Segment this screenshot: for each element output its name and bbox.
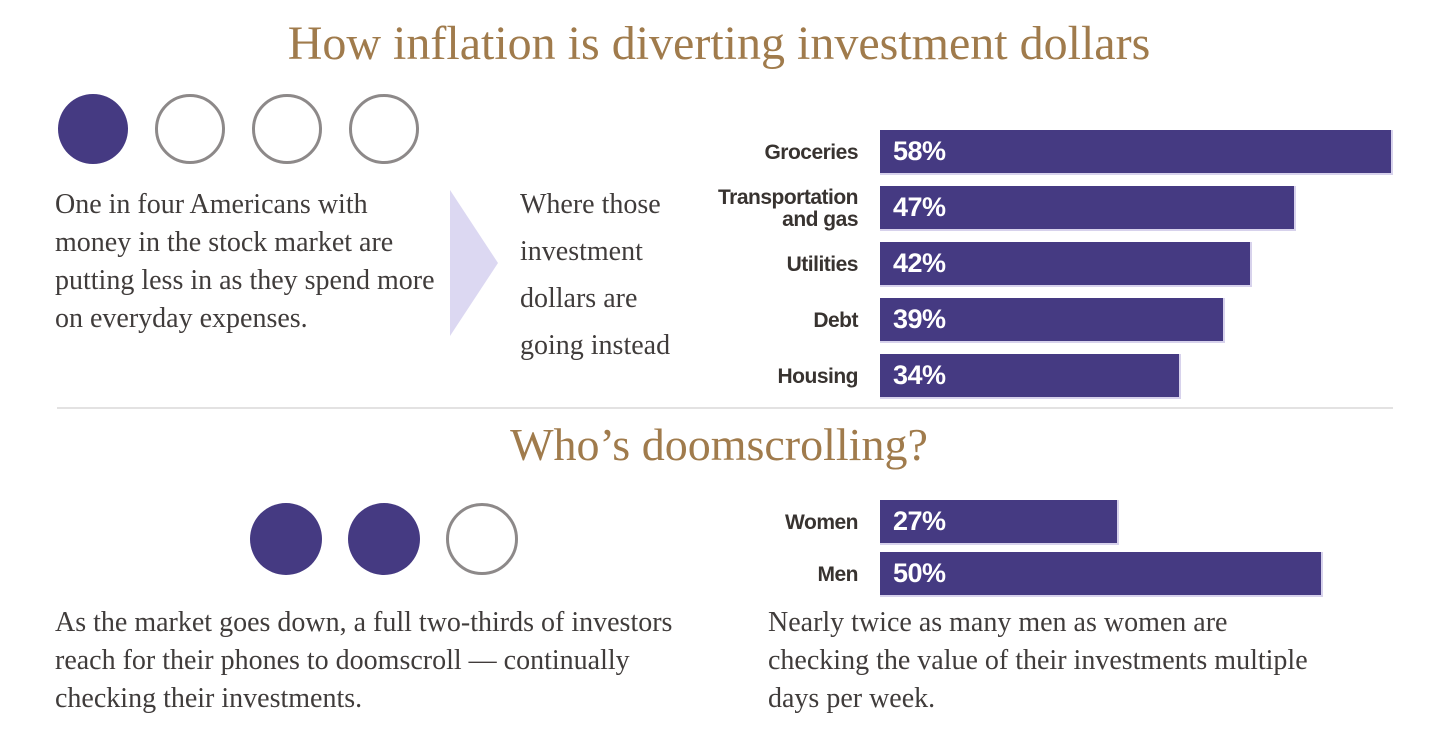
right-arrow-icon	[450, 190, 498, 336]
lead-in-line: investment	[520, 236, 643, 267]
section-divider	[57, 407, 1393, 409]
bar: 58%	[880, 130, 1393, 175]
investment-destinations-bar-chart: Groceries 58% Transportation and gas 47%…	[700, 130, 1393, 410]
bar-value-label: 58%	[893, 136, 946, 166]
bar-value-label: 42%	[893, 248, 946, 278]
chart-row: Women 27%	[700, 500, 1323, 545]
pictogram-circle-filled	[250, 503, 322, 575]
pictogram-circle-open	[155, 94, 225, 164]
caption-line: As the market goes down, a full two-thir…	[55, 607, 673, 638]
bar: 27%	[880, 500, 1119, 545]
lead-in-line: going instead	[520, 330, 671, 361]
caption-line: checking their investments.	[55, 683, 363, 714]
bar-value-label: 50%	[893, 558, 946, 588]
section2-title: Who’s doomscrolling?	[510, 419, 928, 470]
chart-row: Men 50%	[700, 552, 1323, 597]
lead-in-line: Where those	[520, 189, 661, 220]
section1-caption: One in four Americans with money in the …	[55, 189, 435, 334]
caption-line: checking the value of their investments …	[768, 645, 1308, 676]
bar-value-label: 27%	[893, 506, 946, 536]
bar: 39%	[880, 298, 1225, 343]
section2-right-caption: Nearly twice as many men as women are ch…	[768, 604, 1388, 718]
chart-row: Utilities 42%	[700, 242, 1393, 287]
pictogram-one-in-four	[58, 94, 446, 164]
pictogram-circle-open	[349, 94, 419, 164]
bar-value-label: 39%	[893, 304, 946, 334]
bar-value-label: 47%	[893, 192, 946, 222]
bar: 50%	[880, 552, 1323, 597]
lead-in-line: dollars are	[520, 283, 638, 314]
section2-caption: As the market goes down, a full two-thir…	[55, 604, 755, 718]
bar-category-label: Housing	[777, 364, 859, 388]
chart-row: Groceries 58%	[700, 130, 1393, 175]
pictogram-two-thirds	[250, 503, 544, 575]
caption-line: Nearly twice as many men as women are	[768, 607, 1228, 638]
bar: 34%	[880, 354, 1181, 399]
caption-line: days per week.	[768, 683, 936, 714]
chart-row: Transportation and gas 47%	[700, 186, 1393, 231]
pictogram-circle-filled	[348, 503, 420, 575]
caption-line: reach for their phones to doomscroll — c…	[55, 645, 630, 676]
chart1-lead-in-text: Where those investment dollars are going…	[520, 181, 705, 369]
doomscrolling-bar-chart: Women 27% Men 50%	[700, 500, 1323, 604]
bar: 47%	[880, 186, 1296, 231]
bar-category-label: Men	[817, 562, 859, 586]
bar-category-label: Debt	[813, 308, 858, 332]
bar-category-label: Women	[785, 510, 858, 534]
bar-value-label: 34%	[893, 360, 946, 390]
pictogram-circle-open	[252, 94, 322, 164]
bar-category-label: Utilities	[786, 252, 859, 276]
bar-category-label: Transportation and gas	[717, 185, 859, 231]
bar-category-label: Groceries	[764, 140, 858, 164]
chart-row: Debt 39%	[700, 298, 1393, 343]
pictogram-circle-filled	[58, 94, 128, 164]
chart-row: Housing 34%	[700, 354, 1393, 399]
section1-title: How inflation is diverting investment do…	[287, 17, 1151, 70]
pictogram-circle-open	[446, 503, 518, 575]
bar: 42%	[880, 242, 1252, 287]
